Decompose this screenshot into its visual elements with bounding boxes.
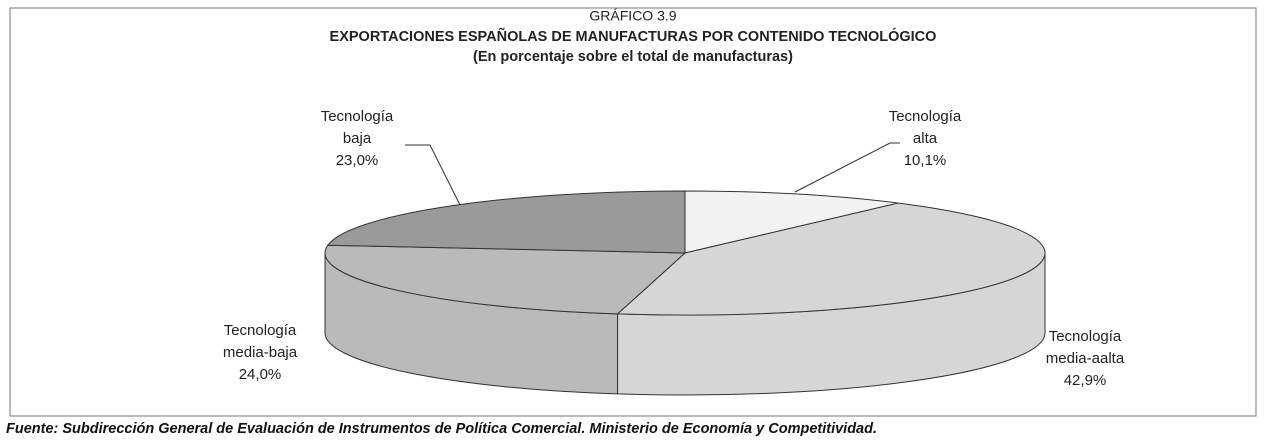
chart-subtitle: (En porcentaje sobre el total de manufac… <box>473 49 793 65</box>
chart-title: EXPORTACIONES ESPAÑOLAS DE MANUFACTURAS … <box>330 27 937 45</box>
chart-kicker: GRÁFICO 3.9 <box>589 8 676 24</box>
slice-value-label: 10,1% <box>903 152 947 169</box>
slice-label: Tecnología media-aalta <box>1045 328 1125 367</box>
pie-slice <box>684 190 899 254</box>
slice-value-label: 23,0% <box>335 152 379 169</box>
slice-label: Tecnología alta <box>888 108 962 147</box>
leader-line <box>405 144 461 206</box>
frame <box>9 7 1257 417</box>
slice-value-label: 24,0% <box>238 366 282 383</box>
slice-label: Tecnología baja <box>320 108 394 147</box>
slice-label: Tecnología media-baja <box>222 322 298 361</box>
pie-slice <box>326 190 686 254</box>
source: Fuente: Subdirección General de Evaluaci… <box>6 421 877 437</box>
pie-slice <box>324 244 687 315</box>
pie-slice <box>616 202 1046 316</box>
leader-line <box>794 142 900 193</box>
slice-value-label: 42,9% <box>1063 372 1107 389</box>
